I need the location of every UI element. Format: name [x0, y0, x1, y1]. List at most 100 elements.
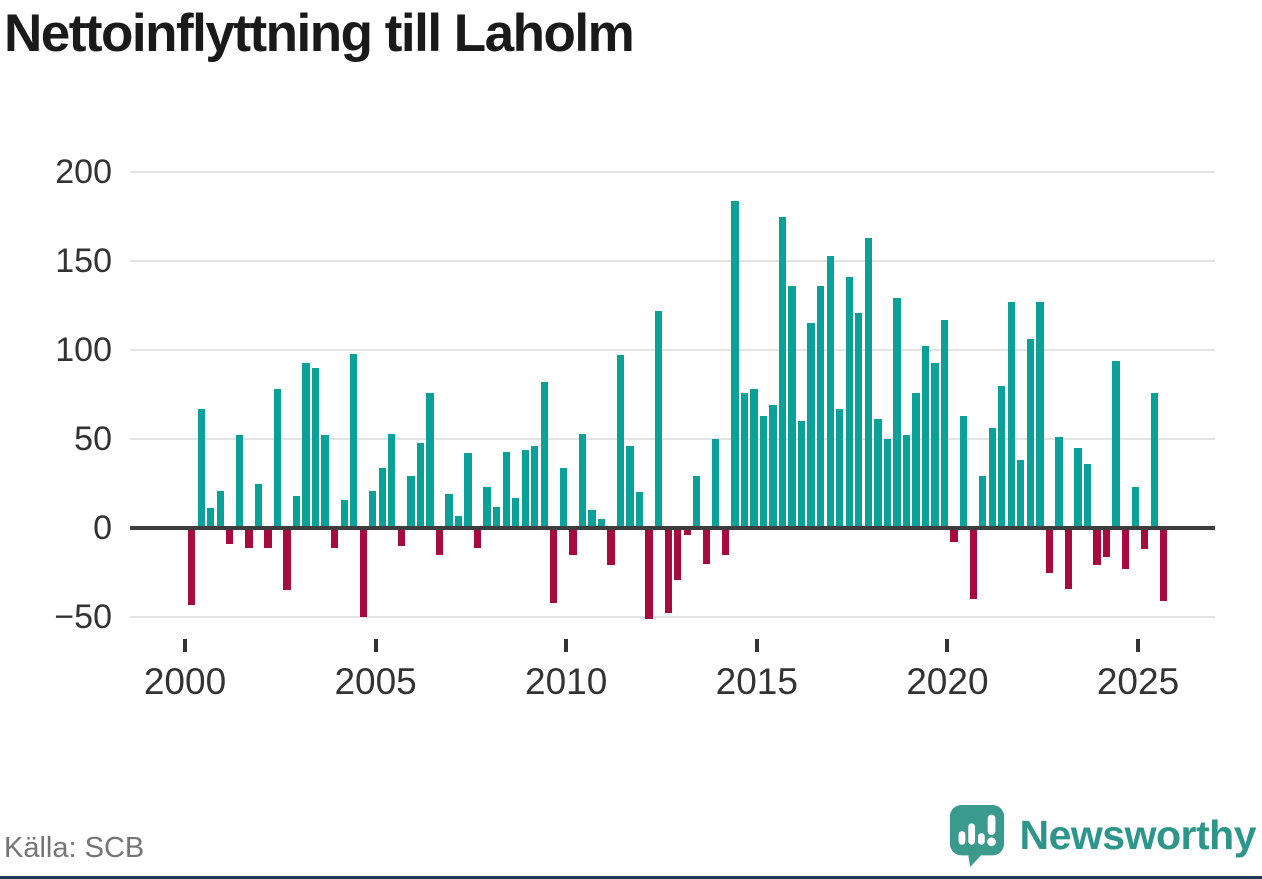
bar-2011Q1: [607, 528, 615, 566]
gridline-y--50: [130, 616, 1215, 618]
bar-2007Q1: [454, 515, 463, 528]
bar-2017Q3: [855, 312, 863, 528]
x-axis-label-2015: 2015: [715, 661, 798, 702]
bar-2017Q2: [845, 277, 853, 528]
bar-2021Q3: [1007, 301, 1015, 528]
bar-2002Q4: [292, 496, 301, 528]
bar-2001Q2: [235, 435, 244, 528]
bar-2003Q4: [330, 528, 339, 548]
bar-2019Q3: [931, 362, 939, 528]
bar-2006Q2: [426, 392, 434, 528]
bar-2022Q2: [1036, 301, 1044, 528]
bar-2006Q3: [435, 528, 444, 555]
bar-2000Q2: [197, 408, 205, 528]
x-axis-label-2000: 2000: [143, 661, 227, 702]
bar-2019Q4: [940, 319, 949, 528]
newsworthy-wordmark: Newsworthy: [1019, 811, 1257, 858]
x-axis-label-2020: 2020: [906, 661, 989, 702]
x-axis-tick-2005: [373, 639, 378, 652]
bar-2000Q4: [216, 490, 224, 528]
bar-2024Q2: [1112, 360, 1120, 528]
source-note: Källa: SCB: [4, 832, 145, 864]
bar-2013Q2: [693, 476, 701, 528]
bar-2023Q4: [1093, 528, 1101, 566]
x-axis-label-2025: 2025: [1096, 661, 1180, 702]
bar-2010Q3: [588, 510, 596, 528]
bar-2004Q2: [350, 353, 358, 528]
bar-2011Q2: [616, 355, 625, 528]
x-axis-tick-2020: [945, 639, 950, 652]
bar-2007Q3: [473, 528, 482, 548]
bar-2003Q1: [302, 362, 310, 528]
bar-2018Q3: [893, 298, 901, 528]
bar-2013Q4: [712, 439, 720, 528]
x-axis-tick-2015: [754, 639, 759, 652]
bar-2001Q3: [245, 528, 253, 548]
bar-2006Q1: [416, 442, 425, 528]
bar-2002Q3: [283, 528, 291, 591]
bar-2000Q1: [188, 528, 196, 605]
bar-2004Q1: [340, 499, 348, 528]
bar-2020Q4: [979, 476, 987, 528]
bar-2013Q3: [702, 528, 710, 564]
bar-2011Q3: [626, 446, 634, 528]
bar-2015Q4: [788, 285, 796, 528]
bar-2002Q2: [273, 389, 282, 528]
bar-2020Q3: [969, 528, 977, 600]
y-axis-label-50: 50: [74, 420, 112, 458]
bar-2021Q4: [1017, 460, 1025, 528]
x-axis-zero-line: [130, 526, 1215, 530]
gridline-y-200: [130, 171, 1215, 173]
bar-2004Q4: [369, 490, 377, 528]
bar-2025Q1: [1141, 528, 1149, 550]
bar-2005Q4: [407, 476, 415, 528]
bar-2018Q1: [874, 419, 882, 528]
bar-2014Q4: [750, 389, 758, 528]
bar-2010Q1: [569, 528, 577, 555]
y-axis-label-200: 200: [55, 153, 112, 191]
bar-2007Q4: [483, 487, 491, 528]
x-axis-tick-2000: [183, 639, 187, 652]
gridline-y-100: [130, 349, 1215, 351]
bar-2010Q2: [578, 433, 587, 528]
bar-2025Q3: [1160, 528, 1168, 601]
bar-2022Q4: [1055, 437, 1063, 528]
bar-2005Q2: [388, 433, 396, 528]
bar-2025Q2: [1150, 392, 1158, 528]
bar-2019Q2: [921, 346, 930, 528]
bar-2014Q2: [731, 200, 739, 528]
bar-2022Q1: [1026, 339, 1034, 528]
bar-2015Q3: [778, 216, 787, 528]
bar-2021Q2: [998, 385, 1006, 528]
bar-2008Q3: [512, 497, 520, 528]
bar-2005Q3: [397, 528, 406, 546]
bar-2011Q4: [635, 492, 644, 528]
bar-2024Q1: [1102, 528, 1111, 557]
bar-2003Q3: [321, 435, 329, 528]
bar-2008Q2: [502, 451, 510, 528]
y-axis-label-0: 0: [93, 509, 112, 547]
bar-2022Q3: [1045, 528, 1054, 573]
bar-2004Q3: [359, 528, 367, 617]
bar-2009Q4: [559, 467, 568, 528]
bar-2012Q4: [674, 528, 682, 580]
x-axis-label-2005: 2005: [334, 661, 417, 702]
bar-2000Q3: [207, 508, 215, 528]
bar-2005Q1: [378, 467, 386, 528]
bar-2023Q1: [1064, 528, 1073, 589]
gridline-y-150: [130, 260, 1215, 262]
bar-2008Q1: [493, 506, 501, 528]
bar-2012Q1: [645, 528, 653, 619]
bar-2013Q1: [683, 528, 691, 536]
bar-2020Q2: [959, 415, 968, 528]
bar-2009Q1: [531, 446, 539, 528]
bar-2009Q2: [540, 382, 548, 528]
bar-2015Q1: [759, 415, 768, 528]
bar-2002Q1: [264, 528, 272, 548]
bar-2017Q4: [864, 237, 872, 528]
bar-2009Q3: [550, 528, 558, 603]
bar-2001Q4: [254, 483, 263, 528]
bar-2018Q2: [883, 439, 892, 528]
